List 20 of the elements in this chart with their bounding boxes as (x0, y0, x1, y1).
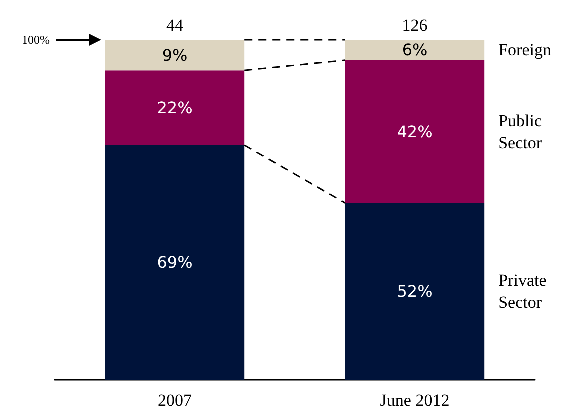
series-label: Public Sector (498, 111, 542, 152)
data-label: 22% (157, 98, 193, 118)
data-label: 52% (397, 282, 433, 302)
bar (345, 60, 485, 204)
x-tick-label: 2007 (158, 391, 192, 410)
text: 100% (22, 33, 50, 47)
bar (105, 40, 245, 71)
bar (345, 203, 485, 380)
series-label: Private Sector (498, 271, 547, 312)
bar (105, 70, 245, 146)
annotation: 126 (402, 16, 428, 35)
data-label: 69% (157, 253, 193, 272)
x-tick-label: June 2012 (380, 391, 450, 410)
data-label: 42% (397, 122, 433, 142)
bar (345, 40, 485, 60)
data-label: 6% (402, 40, 428, 60)
annotation: 44 (166, 16, 184, 35)
data-label: 9% (162, 46, 188, 65)
series-label: Foreign (498, 40, 552, 60)
bar (105, 145, 245, 380)
